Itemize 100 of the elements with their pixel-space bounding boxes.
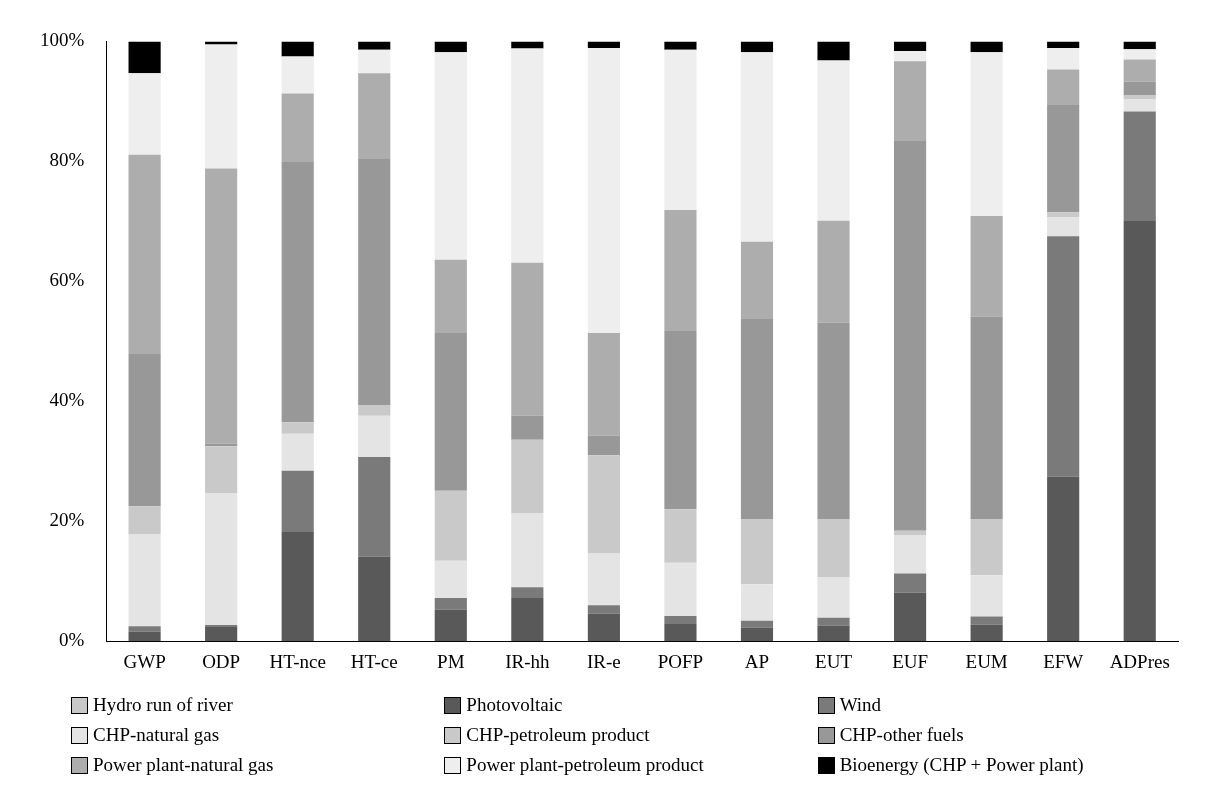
x-tick-label: EUM (965, 650, 1008, 672)
bar (281, 422, 314, 434)
y-tick-label: 0% (59, 629, 85, 651)
bar (358, 41, 391, 50)
bar (434, 41, 467, 53)
bar (1123, 111, 1156, 221)
bar (894, 41, 927, 51)
bar (434, 598, 467, 610)
bar (128, 41, 161, 74)
x-tick-label: HT-nce (269, 650, 326, 672)
y-tick-label: 60% (49, 269, 85, 291)
bar (1123, 99, 1156, 112)
y-tick-label: 100% (40, 29, 85, 51)
x-tick-label: EFW (1043, 650, 1084, 672)
bar (1047, 69, 1080, 105)
bar (511, 513, 544, 588)
bar (1123, 220, 1156, 642)
bar (358, 404, 391, 416)
bar (511, 598, 544, 642)
bar (434, 609, 467, 642)
bar (664, 623, 697, 642)
bar (358, 73, 391, 159)
bar (1123, 49, 1156, 60)
bar (128, 626, 161, 632)
bar (664, 41, 697, 50)
bar (587, 605, 620, 614)
bar (511, 587, 544, 599)
bar (740, 52, 774, 242)
bar (740, 620, 774, 628)
bar (511, 262, 544, 416)
bar (1047, 212, 1080, 218)
bar (205, 493, 238, 626)
bar (205, 168, 238, 444)
bar (1123, 81, 1156, 96)
bar (740, 584, 774, 621)
legend-label: Hydro run of river (93, 694, 233, 716)
x-tick-label: EUF (892, 650, 929, 672)
bar (740, 41, 774, 53)
bar (511, 439, 544, 514)
legend-label: CHP-natural gas (93, 724, 220, 746)
bar (1123, 59, 1156, 82)
bar (970, 624, 1003, 642)
x-tick-label: ODP (202, 650, 241, 672)
bar (128, 73, 161, 155)
bar (740, 519, 774, 585)
bar (817, 519, 850, 578)
y-tick-label: 40% (49, 389, 85, 411)
bar (1047, 48, 1080, 70)
x-tick-label: ADPres (1109, 650, 1170, 672)
bar (664, 49, 697, 210)
bar (281, 470, 314, 533)
bar (817, 41, 850, 61)
bar (1047, 217, 1080, 237)
bar (664, 331, 697, 510)
bar (1047, 41, 1080, 48)
bar (970, 519, 1003, 576)
x-tick-label: POFP (657, 650, 704, 672)
bar (817, 625, 850, 642)
bar (970, 215, 1003, 317)
bar (894, 573, 927, 593)
bar (281, 433, 314, 471)
bar (128, 353, 161, 507)
legend-label: Bioenergy (CHP + Power plant) (839, 754, 1084, 776)
bar (1123, 95, 1156, 100)
bar (205, 446, 238, 494)
bar (358, 49, 391, 74)
bar (740, 319, 774, 520)
bar (817, 322, 850, 520)
bar (894, 61, 927, 141)
bar (817, 577, 850, 618)
bar (281, 56, 314, 94)
bar (817, 60, 850, 221)
bar (128, 154, 161, 354)
x-tick-label: PM (437, 650, 465, 672)
bar (281, 41, 314, 57)
x-tick-label: AP (744, 650, 770, 672)
legend-label: Power plant-petroleum product (466, 754, 704, 776)
bar (817, 617, 850, 626)
bar (281, 161, 314, 423)
x-tick-label: IR-e (587, 650, 621, 672)
bar (587, 455, 620, 554)
legend-label: CHP-petroleum product (466, 724, 650, 746)
bar (740, 627, 774, 642)
x-tick-label: EUT (815, 650, 853, 672)
bar (587, 332, 620, 436)
bar (664, 509, 697, 563)
y-tick-label: 20% (49, 509, 85, 531)
legend-label: Photovoltaic (466, 694, 563, 716)
bar (587, 48, 620, 333)
bar (1047, 476, 1080, 642)
bar (128, 631, 161, 642)
bar (664, 616, 697, 624)
bar (205, 626, 238, 642)
bar (894, 530, 927, 536)
bar (358, 457, 391, 557)
legend-label: Power plant-natural gas (93, 754, 274, 776)
bar (128, 534, 161, 627)
bar (894, 535, 927, 574)
bar (511, 41, 544, 49)
bar (894, 140, 927, 531)
